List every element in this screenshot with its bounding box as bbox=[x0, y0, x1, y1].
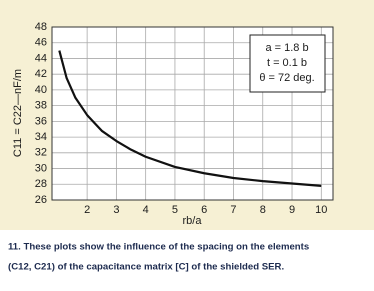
x-tick-label: 2 bbox=[84, 204, 90, 216]
x-axis-label: rb/a bbox=[183, 215, 203, 227]
caption: 11. These plots show the influence of th… bbox=[8, 242, 309, 253]
annotation: θ = 72 deg. bbox=[259, 72, 314, 84]
annotation: a = 1.8 b bbox=[265, 42, 308, 54]
y-tick-label: 34 bbox=[35, 131, 47, 143]
y-tick-label: 30 bbox=[35, 162, 47, 174]
caption: (C12, C21) of the capacitance matrix [C]… bbox=[8, 262, 284, 273]
y-tick-label: 28 bbox=[35, 178, 47, 190]
y-tick-label: 48 bbox=[35, 21, 47, 33]
x-tick-label: 5 bbox=[172, 204, 178, 216]
x-tick-label: 6 bbox=[201, 204, 207, 216]
line bbox=[58, 50, 322, 187]
y-tick-label: 36 bbox=[35, 115, 47, 127]
plot-frame bbox=[51, 26, 334, 201]
x-tick-label: 4 bbox=[143, 204, 149, 216]
y-axis-label: C11 = C22—nF/m bbox=[12, 69, 24, 157]
y-tick-label: 40 bbox=[35, 84, 47, 96]
y-tick-label: 32 bbox=[35, 147, 47, 159]
legend-box bbox=[249, 34, 326, 93]
x-tick-label: 10 bbox=[315, 204, 327, 216]
y-tick-label: 38 bbox=[35, 100, 47, 112]
y-tick-label: 46 bbox=[35, 37, 47, 49]
y-tick-label: 26 bbox=[35, 194, 47, 206]
annotation: t = 0.1 b bbox=[267, 57, 307, 69]
x-tick-label: 7 bbox=[230, 204, 236, 216]
y-tick-label: 42 bbox=[35, 68, 47, 80]
x-tick-label: 9 bbox=[289, 204, 295, 216]
x-tick-label: 3 bbox=[113, 204, 119, 216]
y-tick-label: 44 bbox=[35, 52, 47, 64]
x-tick-label: 8 bbox=[260, 204, 266, 216]
